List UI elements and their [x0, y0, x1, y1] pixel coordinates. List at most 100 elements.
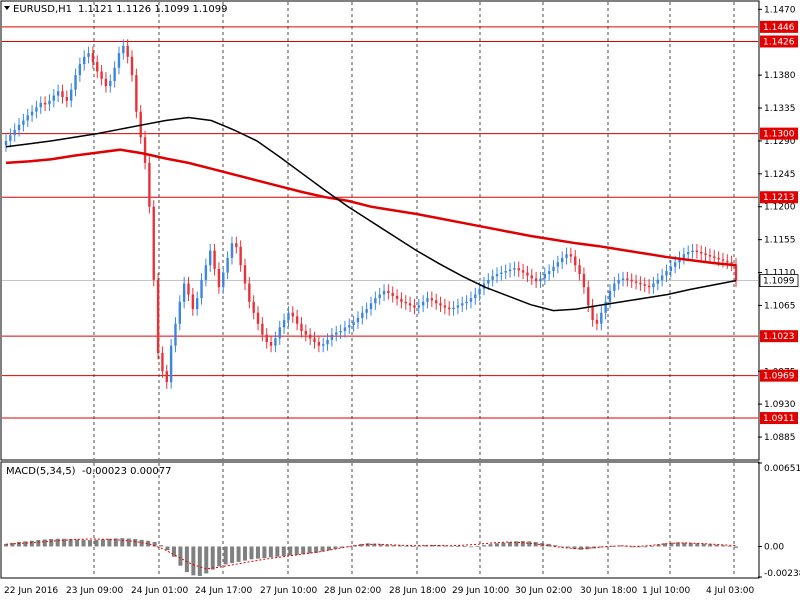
candle-body: [660, 275, 664, 280]
macd-bar: [29, 540, 34, 547]
level-labels: 1.1446 1.1426 1.1300 1.1213 1.1023 1.0969 1.09…: [759, 20, 799, 425]
y-tick-label: 1.1245: [764, 170, 796, 180]
candle-body: [226, 257, 229, 273]
current-price-label: 1.1099: [763, 277, 795, 287]
candle-body: [61, 91, 64, 98]
level-label: 1.1023: [763, 332, 795, 342]
candle-body: [204, 265, 208, 280]
candle-body: [647, 285, 651, 288]
macd-axis-ticks: 0.00651 0.00 -0.00238: [758, 462, 800, 579]
macd-bar: [81, 539, 86, 547]
candle-body: [78, 64, 82, 76]
candle-body: [434, 300, 438, 304]
candle-body: [682, 254, 686, 258]
level-label: 1.1300: [763, 130, 795, 140]
vertical-grid: [93, 2, 735, 577]
candle-body: [421, 301, 425, 306]
candle-body: [143, 137, 147, 163]
candle-body: [96, 61, 99, 72]
level-label: 1.1446: [763, 23, 795, 33]
level-label: 1.0911: [763, 414, 795, 424]
candle-body: [343, 327, 347, 332]
macd-bar: [443, 545, 448, 547]
macd-bar: [391, 545, 396, 547]
level-label-box: [760, 369, 798, 382]
candle-body: [465, 301, 468, 304]
candle-body: [361, 312, 364, 318]
macd-bar: [372, 543, 377, 547]
macd-bar: [42, 539, 47, 547]
candle-body: [608, 290, 612, 302]
candle-body: [326, 339, 329, 345]
macd-bar: [333, 546, 338, 550]
candle-body: [695, 250, 699, 253]
candle-body: [256, 312, 260, 324]
y-tick-label: 1.1470: [764, 5, 796, 15]
candle-body: [156, 279, 160, 353]
candle-body: [543, 274, 547, 279]
candle-body: [387, 290, 390, 294]
candle-body: [513, 268, 516, 270]
macd-bar: [100, 539, 105, 547]
candle-body: [478, 288, 481, 295]
candle-body: [91, 53, 95, 62]
macd-tick-label: 0.00651: [764, 464, 800, 474]
candle-body: [634, 281, 638, 283]
macd-bar: [243, 546, 248, 561]
candle-body: [274, 338, 277, 346]
macd-bar: [514, 541, 519, 547]
candle-body: [417, 305, 420, 308]
macd-bar: [708, 544, 713, 547]
x-axis-label: 28 Jun 18:00: [389, 586, 446, 596]
macd-bar: [139, 539, 144, 547]
macd-bar: [546, 543, 551, 547]
macd-bar: [688, 542, 693, 547]
chart-menu-arrow-icon[interactable]: [4, 6, 10, 10]
macd-bar: [423, 545, 428, 547]
macd-bar: [120, 538, 125, 547]
candle-body: [439, 303, 442, 306]
candle-body: [448, 307, 451, 310]
macd-bar: [320, 546, 325, 552]
candle-body: [691, 250, 694, 253]
macd-bar: [469, 546, 474, 548]
candle-body: [182, 283, 186, 302]
macd-bar: [133, 539, 138, 547]
macd-bar: [701, 543, 706, 547]
candle-body: [665, 271, 668, 276]
candle-body: [652, 283, 655, 288]
candle-body: [726, 260, 729, 263]
candle-body: [374, 298, 377, 304]
candle-body: [243, 265, 247, 284]
macd-bar: [456, 545, 461, 547]
candle-body: [578, 265, 581, 275]
main-panel-frame: [0, 0, 760, 461]
macd-bar: [475, 545, 480, 547]
macd-bar: [171, 546, 176, 557]
candle-body: [687, 252, 690, 255]
candle-body: [230, 243, 234, 258]
candle-body: [9, 135, 12, 141]
macd-bar: [262, 546, 267, 559]
candle-body: [539, 278, 542, 282]
candle-body: [391, 293, 394, 296]
chart-ohlc-values: 1.1121 1.1126 1.1099 1.1099: [78, 4, 228, 15]
candle-body: [200, 279, 203, 299]
macd-bar: [255, 546, 260, 559]
macd-bar: [385, 544, 390, 547]
candle-body: [456, 305, 460, 308]
candle-body: [717, 257, 720, 260]
candle-body: [704, 253, 707, 255]
candle-body: [552, 266, 555, 272]
candle-body: [117, 53, 121, 68]
macd-bar: [281, 546, 286, 557]
candle-body: [560, 257, 564, 263]
macd-bar: [87, 540, 92, 547]
candle-body: [104, 78, 108, 87]
candle-body: [43, 102, 47, 105]
candle-body: [352, 322, 355, 326]
level-label-box: [760, 412, 798, 425]
x-axis-label: 29 Jun 10:00: [452, 586, 509, 596]
macd-bar: [55, 538, 60, 547]
chart-symbol: EURUSD,H1: [13, 4, 72, 15]
